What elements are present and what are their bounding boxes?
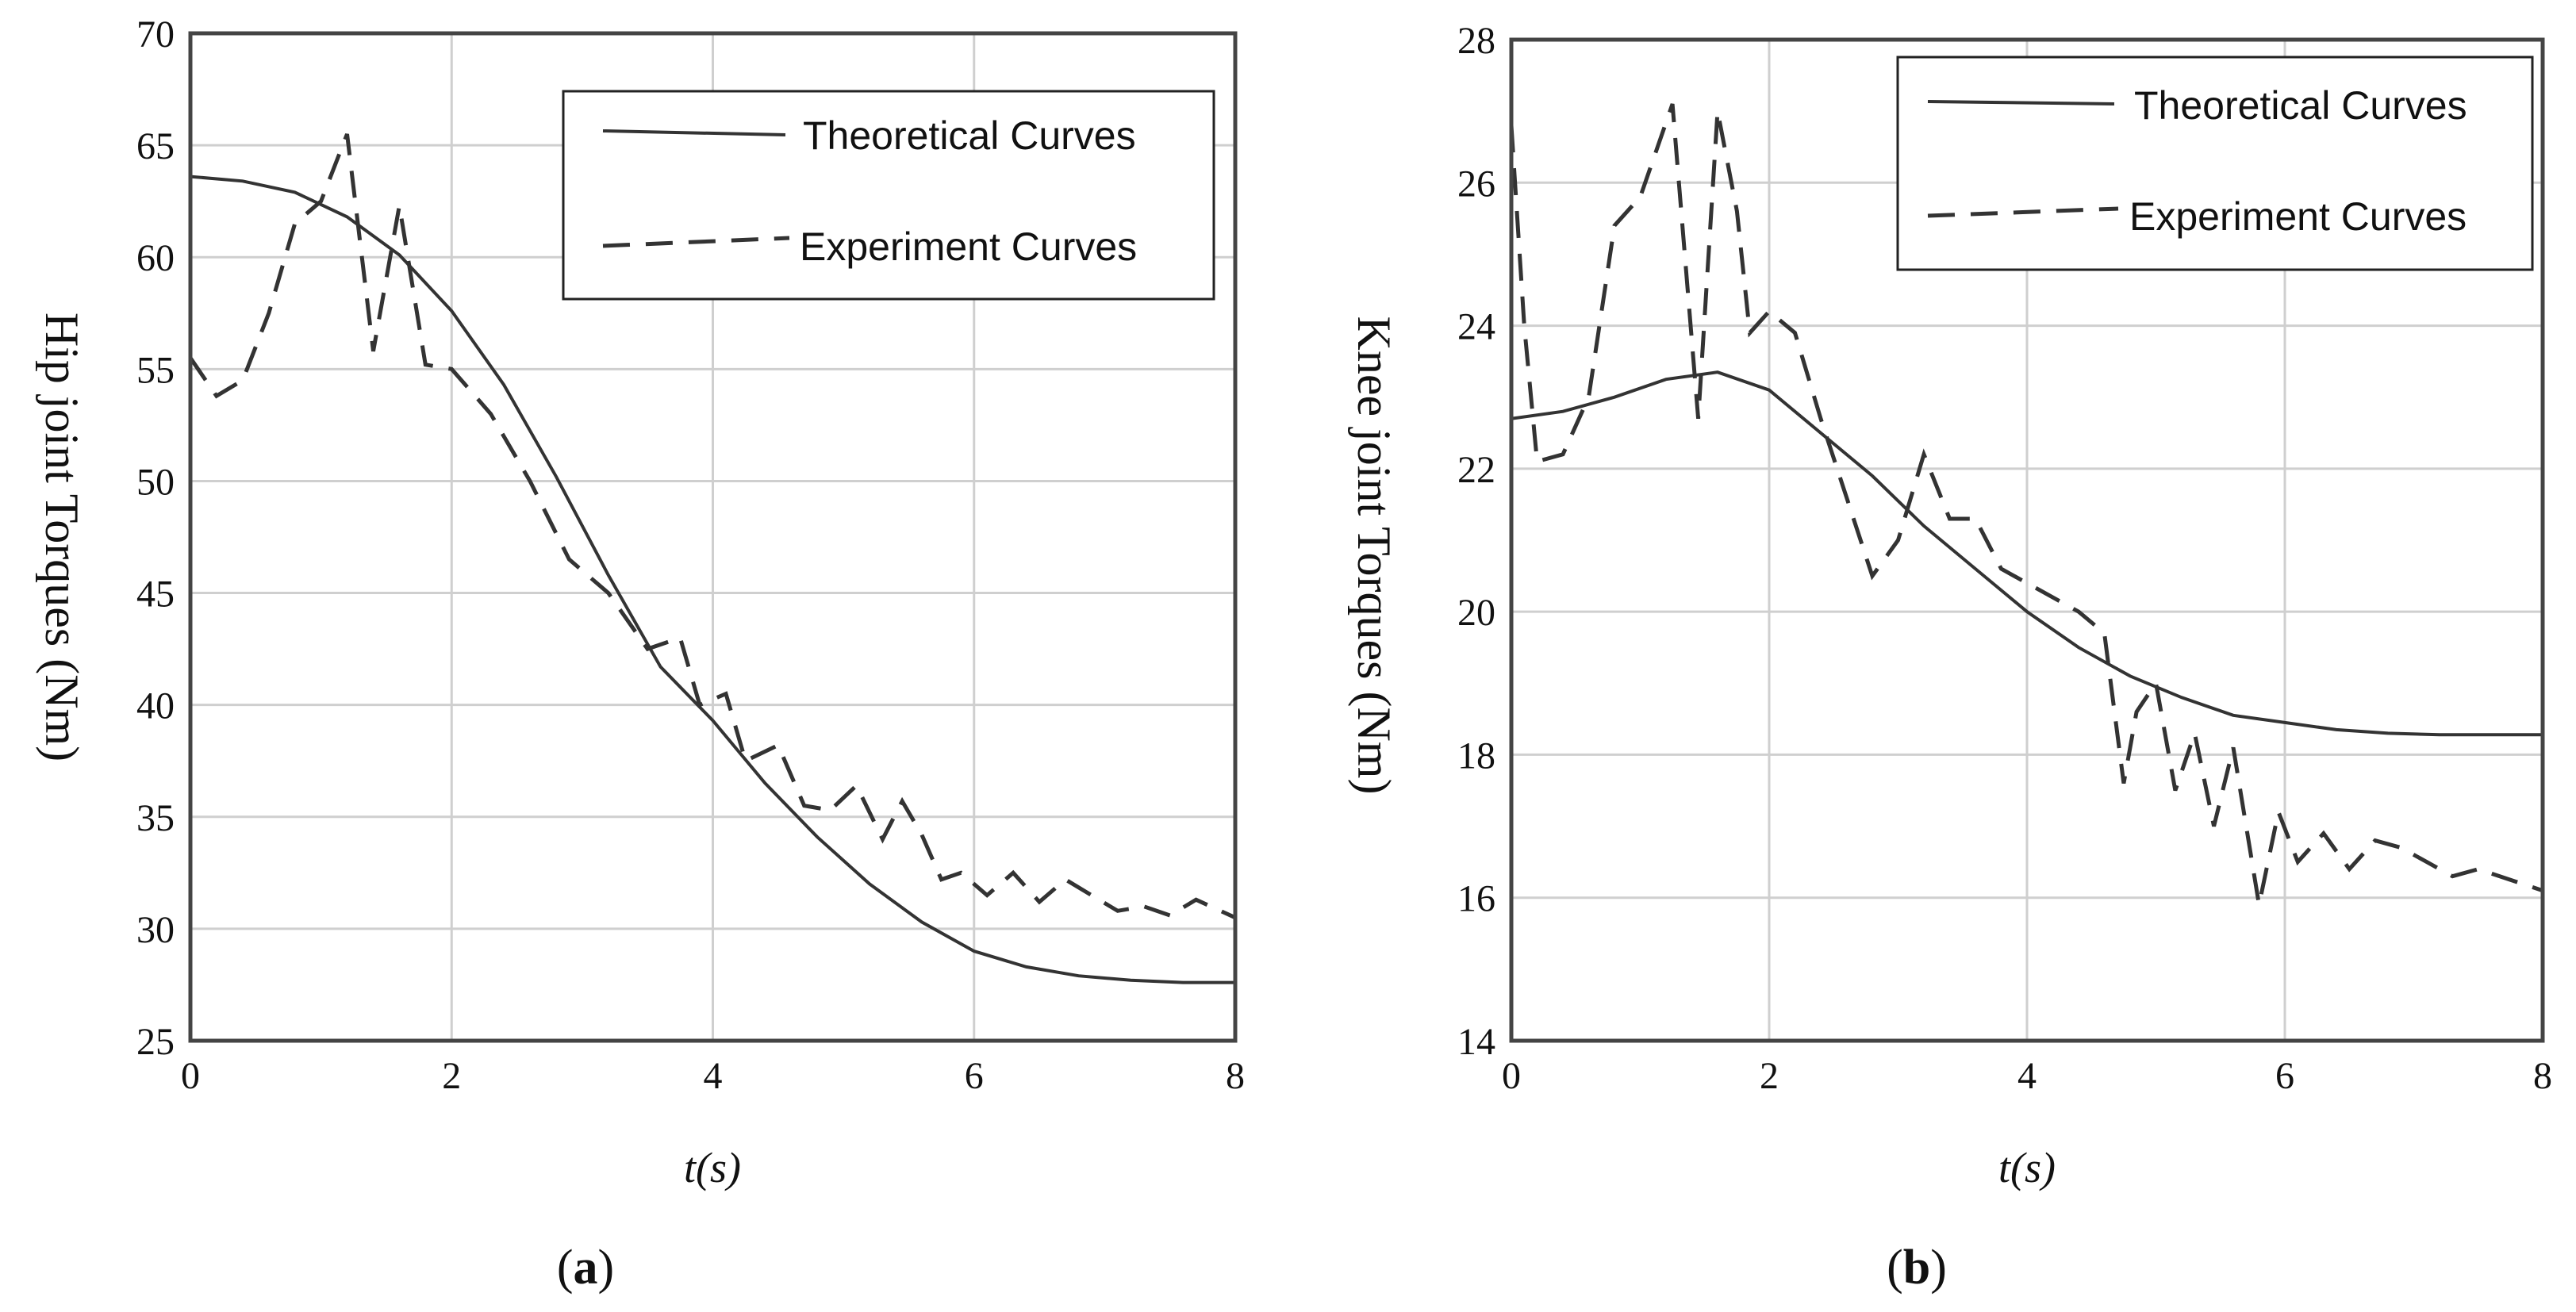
panel-a-y-tick-label: 60 [136,237,175,279]
panel-a-hip-chart: 0 2 4 6 8 25 30 35 40 45 50 55 60 65 70 Hip joint Torq… [36,13,1245,1295]
panel-b-legend-theoretical-swatch [1927,100,2115,105]
panel-b-legend: Theoretical Curves Experiment Curves [1896,56,2534,271]
panel-a-legend: Theoretical Curves Experiment Curves [562,90,1215,301]
panel-a-x-tick-label: 4 [704,1055,723,1097]
panel-a-theoretical-curve [190,175,1235,984]
panel-b-x-tick-label: 2 [1760,1055,1779,1097]
panel-b-legend-experiment-label: Experiment Curves [2129,194,2467,239]
panel-a-y-tick-label: 65 [136,125,175,167]
panel-a-plot-frame [188,31,1238,1043]
panel-b-y-tick-label: 18 [1457,735,1495,777]
panel-a-legend-theoretical-swatch [602,129,786,136]
panel-a-y-tick-label: 35 [136,797,175,839]
panel-a-x-tick-label: 8 [1226,1055,1245,1097]
panel-a-x-tick-label: 0 [181,1055,200,1097]
panel-a-theoretical-layer [190,175,1235,984]
panel-a-y-tick-label: 30 [136,909,175,951]
panel-a-caption: (a) [557,1241,614,1295]
panel-b-caption-letter: b [1903,1241,1930,1295]
panel-a-legend-theoretical-label: Theoretical Curves [803,113,1136,158]
panel-b-legend-box [1896,56,2534,271]
panel-b-y-tick-label: 26 [1457,163,1495,205]
panel-b-theoretical-curve [1511,370,2543,737]
panel-a-y-tick-label: 55 [136,349,175,391]
panel-b-x-tick-label: 8 [2533,1055,2552,1097]
panel-b-y-tick-label: 14 [1457,1021,1495,1063]
panel-b-y-tick-label: 22 [1457,449,1495,491]
panel-a-y-tick-label: 40 [136,685,175,727]
panel-a-y-tick-label: 25 [136,1021,175,1063]
panel-a-y-tick-label: 45 [136,574,175,616]
panel-b-y-axis-title: Knee joint Torques (Nm) [1348,316,1400,795]
panel-a-legend-experiment-swatch [602,236,790,248]
panel-b-x-axis-title: t(s) [1998,1144,2056,1191]
panel-b-y-tick-label: 24 [1457,306,1495,348]
panel-a-caption-letter: a [574,1241,598,1295]
panel-a-ticks: 0 2 4 6 8 25 30 35 40 45 50 55 60 65 70 [136,13,1245,1097]
panel-a-x-axis-title: t(s) [684,1144,741,1191]
panel-b-x-tick-label: 0 [1502,1055,1521,1097]
panel-b-x-tick-label: 6 [2275,1055,2294,1097]
panel-b-y-tick-label: 16 [1457,878,1495,920]
panel-b-x-tick-label: 4 [2017,1055,2037,1097]
panel-b-legend-theoretical-label: Theoretical Curves [2134,83,2467,128]
panel-a-x-tick-label: 6 [965,1055,984,1097]
panel-b-y-tick-label: 28 [1457,20,1495,62]
panel-a-x-tick-label: 2 [442,1055,461,1097]
panel-b-legend-experiment-swatch [1927,206,2119,218]
panel-a-legend-box [562,90,1215,301]
panel-a-y-tick-label: 50 [136,461,175,503]
panel-b-experiment-layer [1509,103,2543,906]
panel-b-experiment-curve [1509,103,2543,906]
panel-b-plot-frame [1509,37,2545,1043]
panel-a-y-tick-label: 70 [136,13,175,56]
panel-a-legend-experiment-label: Experiment Curves [800,224,1137,269]
panel-b-caption: (b) [1887,1241,1947,1295]
panel-b-y-tick-label: 20 [1457,592,1495,634]
panel-b-theoretical-layer [1511,370,2543,737]
panel-a-y-axis-title: Hip joint Torques (Nm) [36,313,88,761]
